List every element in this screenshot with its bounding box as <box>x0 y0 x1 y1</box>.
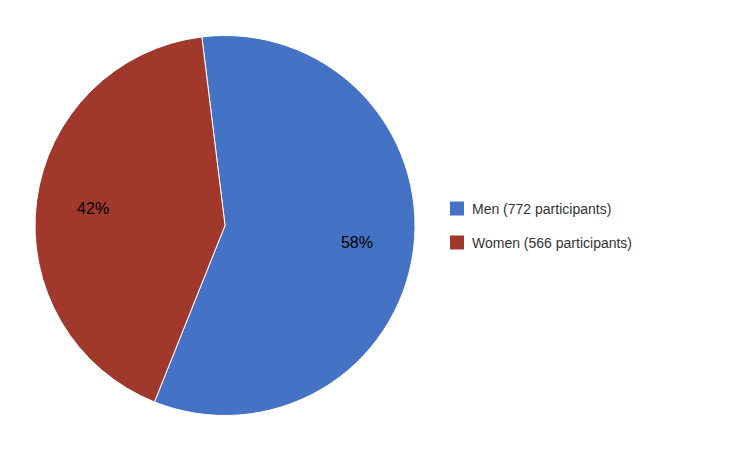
legend: Men (772 participants) Women (566 partici… <box>450 201 632 251</box>
page: {"chart_data": {"type": "pie", "categori… <box>0 0 752 451</box>
legend-label: Men (772 participants) <box>472 201 611 217</box>
data-labels: 58% 42% <box>77 200 373 251</box>
data-label: 42% <box>77 200 109 217</box>
pie-slice <box>35 37 225 402</box>
legend-swatch <box>450 236 464 250</box>
pie-chart: 58% 42% Men (772 participants) Women (566 p… <box>0 0 752 451</box>
slices <box>35 35 415 415</box>
legend-swatch <box>450 202 464 216</box>
legend-label: Women (566 participants) <box>472 235 632 251</box>
data-label: 58% <box>341 234 373 251</box>
chart-container: 58% 42% Men (772 participants) Women (566 p… <box>0 0 752 451</box>
